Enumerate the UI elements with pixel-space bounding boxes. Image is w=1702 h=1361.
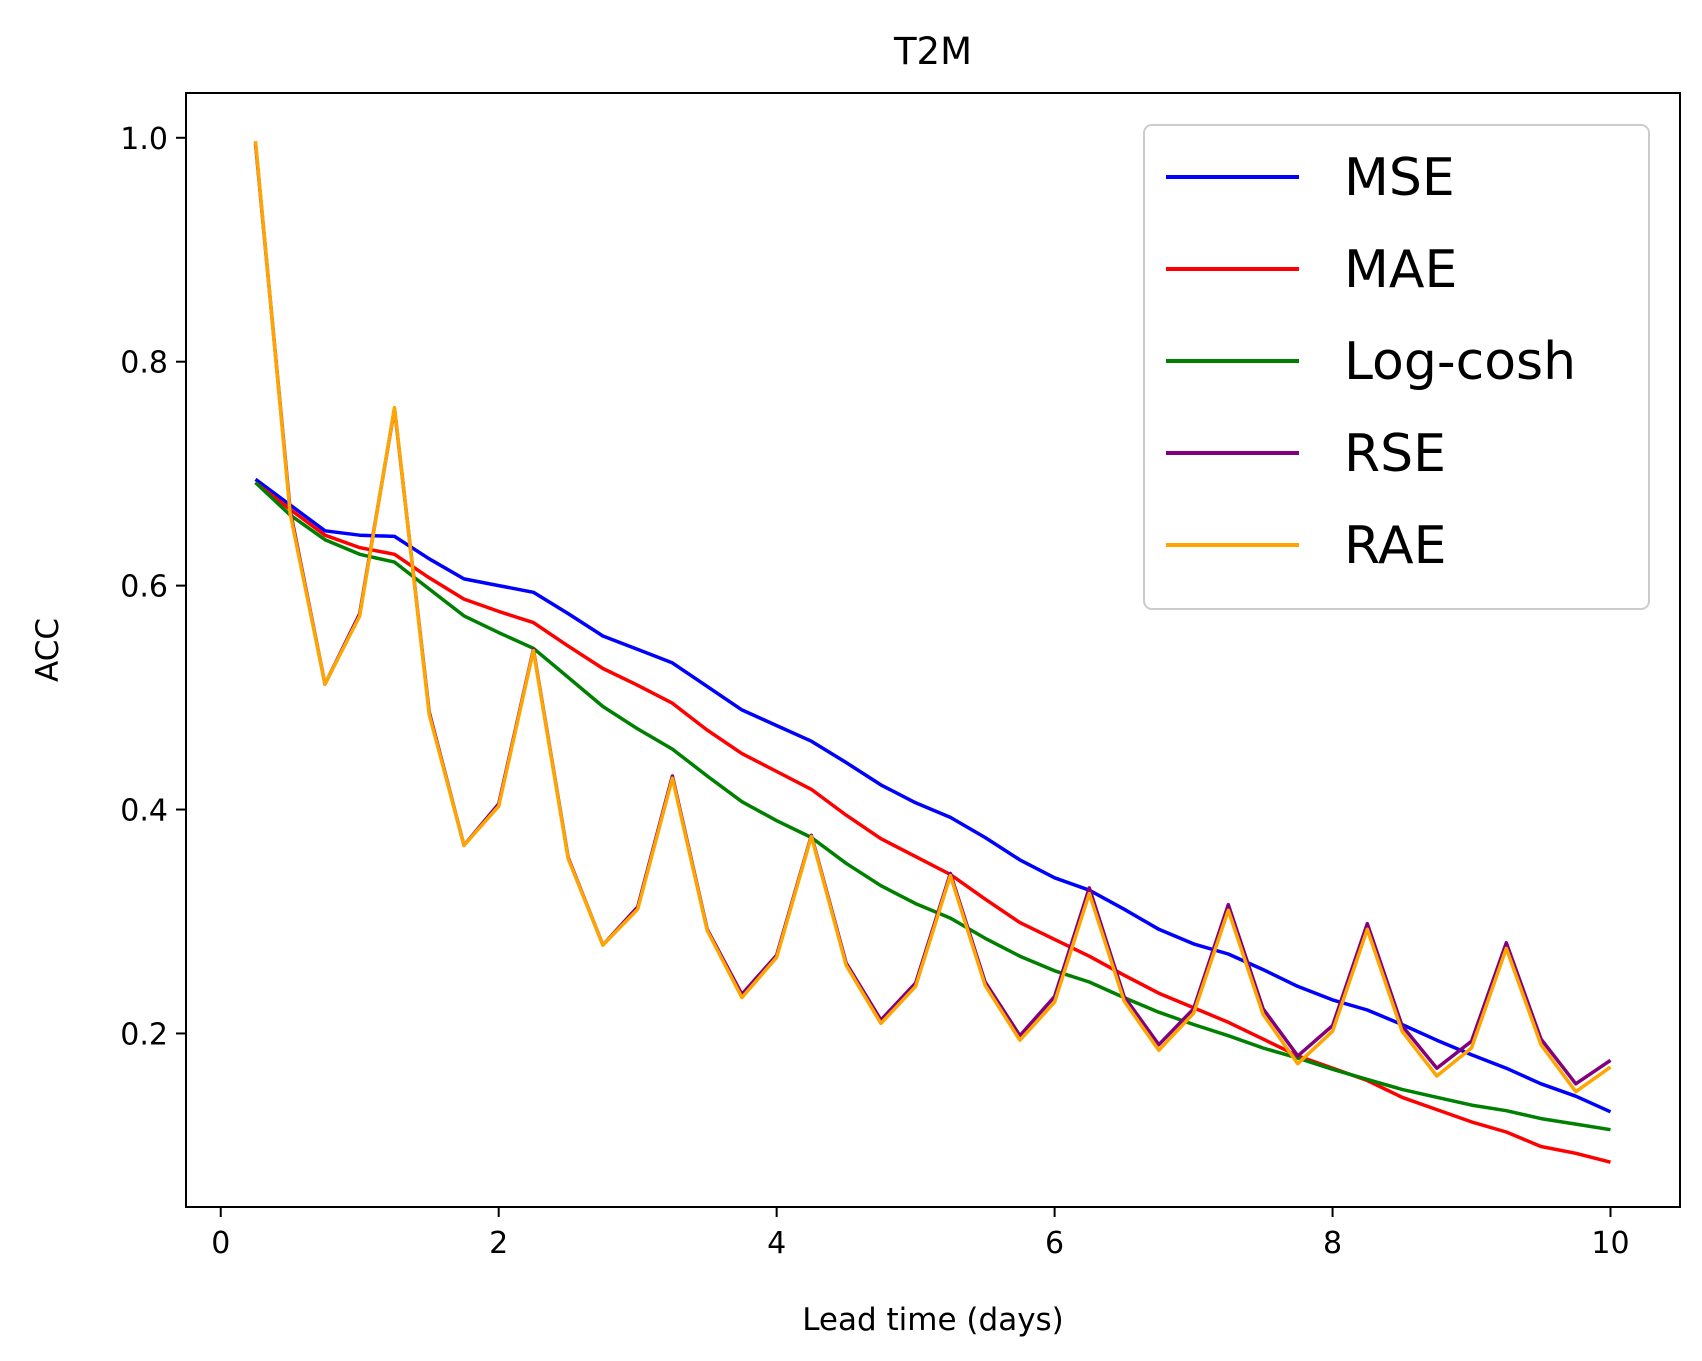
series-line-mse bbox=[254, 477, 1612, 1114]
legend-box bbox=[1143, 124, 1650, 610]
plot-frame bbox=[185, 92, 1681, 1208]
x-tick-label: 6 bbox=[1045, 1226, 1064, 1261]
x-tick-label: 2 bbox=[489, 1226, 508, 1261]
legend-label: Log-cosh bbox=[1344, 332, 1576, 392]
x-axis-label: Lead time (days) bbox=[802, 1302, 1064, 1338]
x-tick-label: 10 bbox=[1591, 1226, 1629, 1261]
series-layer bbox=[253, 140, 1612, 1164]
x-tick-label: 4 bbox=[767, 1226, 786, 1261]
y-axis-label: ACC bbox=[30, 618, 66, 682]
legend: MSE MAE Log-cosh RSE RAE bbox=[1143, 124, 1650, 610]
y-tick-label: 0.8 bbox=[120, 346, 168, 381]
x-tick-label: 0 bbox=[211, 1226, 230, 1261]
y-tick-label: 0.2 bbox=[120, 1017, 168, 1052]
y-tick-label: 1.0 bbox=[120, 122, 168, 157]
legend-label: RAE bbox=[1344, 516, 1446, 576]
series-line-mae bbox=[254, 481, 1611, 1164]
legend-label: MSE bbox=[1344, 148, 1455, 208]
y-tick-label: 0.4 bbox=[120, 794, 168, 829]
y-axis: 0.2 0.4 0.6 0.8 1.0 bbox=[120, 122, 186, 1052]
chart-title: T2M bbox=[893, 30, 972, 73]
x-tick-label: 8 bbox=[1323, 1226, 1342, 1261]
legend-label: MAE bbox=[1344, 240, 1457, 300]
y-tick-label: 0.6 bbox=[120, 570, 168, 605]
x-axis: 0 2 4 6 8 10 bbox=[211, 1207, 1630, 1261]
series-line-rae bbox=[253, 140, 1612, 1094]
legend-label: RSE bbox=[1344, 424, 1446, 484]
series-line-log-cosh bbox=[254, 481, 1611, 1132]
